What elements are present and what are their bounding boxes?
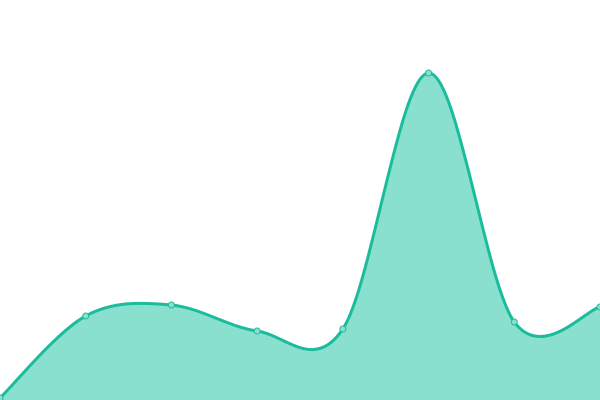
series-line xyxy=(0,71,600,400)
data-point-0 xyxy=(0,394,4,400)
data-point-4 xyxy=(339,325,347,333)
data-point-5 xyxy=(425,69,433,77)
data-markers xyxy=(0,69,600,400)
area-fill xyxy=(0,72,600,400)
data-point-6 xyxy=(510,318,518,326)
data-point-2 xyxy=(167,301,175,309)
data-point-7 xyxy=(596,303,600,311)
data-point-1 xyxy=(82,312,90,320)
data-point-3 xyxy=(253,327,261,335)
